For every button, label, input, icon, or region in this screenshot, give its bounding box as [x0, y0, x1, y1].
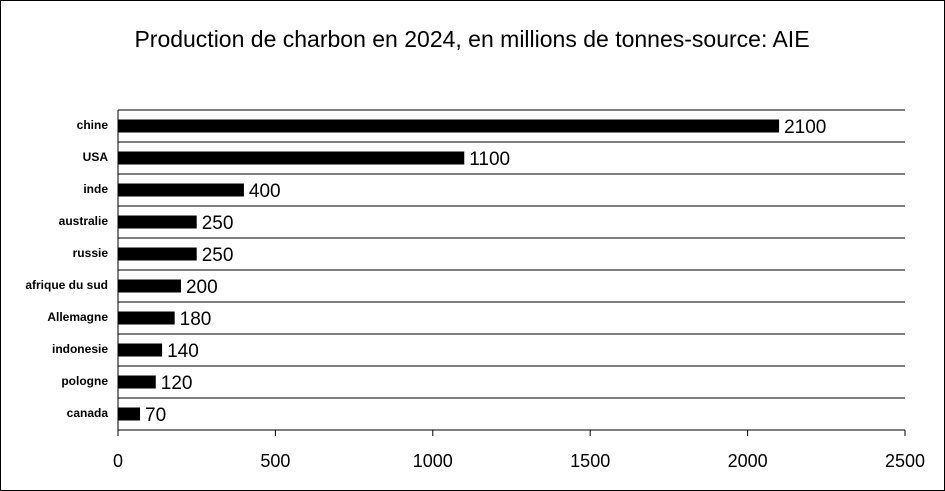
bar [118, 183, 244, 197]
bar [118, 247, 197, 261]
bar [118, 215, 197, 229]
value-label: 180 [180, 309, 212, 330]
y-tick-label: indonesie [52, 342, 108, 356]
value-label: 250 [202, 245, 234, 266]
bar [118, 343, 163, 357]
value-label: 1100 [469, 149, 510, 170]
value-label: 2100 [784, 117, 826, 138]
value-label: 250 [202, 213, 234, 234]
x-tick-label: 2000 [728, 451, 768, 471]
x-tick-label: 1000 [413, 451, 453, 471]
bar [118, 375, 156, 389]
y-tick-label: USA [83, 150, 109, 164]
x-tick-label: 500 [260, 451, 290, 471]
y-tick-label: chine [77, 118, 109, 132]
chart-title: Production de charbon en 2024, en millio… [134, 26, 810, 52]
bar [118, 311, 175, 325]
y-tick-label: australie [59, 214, 109, 228]
y-tick-label: afrique du sud [25, 278, 108, 292]
bar [118, 279, 181, 293]
y-tick-label: inde [83, 182, 108, 196]
y-tick-label: russie [73, 246, 109, 260]
bar [118, 407, 141, 421]
bar [118, 119, 780, 133]
x-tick-label: 2500 [885, 451, 925, 471]
value-label: 400 [249, 181, 281, 202]
value-label: 200 [186, 277, 218, 298]
y-tick-label: pologne [61, 374, 108, 388]
x-tick-label: 1500 [570, 451, 610, 471]
bar [118, 151, 465, 165]
x-tick-label: 0 [113, 451, 123, 471]
y-tick-label: Allemagne [47, 310, 108, 324]
value-label: 70 [145, 405, 166, 426]
value-label: 120 [161, 373, 193, 394]
y-tick-label: canada [67, 406, 109, 420]
value-label: 140 [167, 341, 199, 362]
